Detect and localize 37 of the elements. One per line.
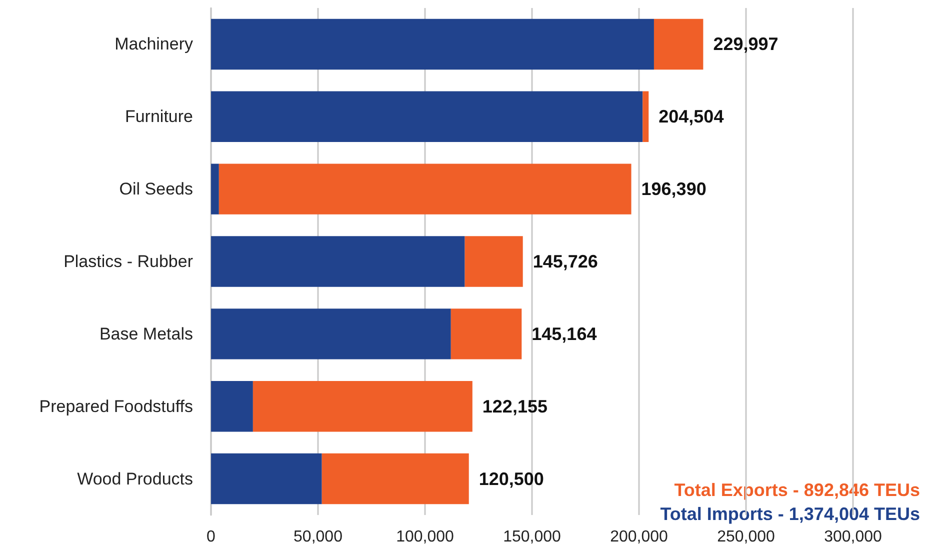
bar	[464, 236, 523, 287]
x-tick-label: 100,000	[396, 528, 454, 546]
bar	[211, 308, 451, 360]
annotation: Total Exports - 892,846 TEUs	[674, 480, 920, 500]
x-tick-label: 50,000	[294, 528, 343, 546]
total-label: 204,504	[658, 106, 724, 127]
total-label: 229,997	[713, 34, 778, 54]
bar	[211, 164, 219, 214]
x-tick-label: 300,000	[824, 528, 882, 546]
y-tick-label: Base Metals	[99, 324, 193, 344]
x-tick-label: 0	[206, 528, 216, 546]
annotation: Total Imports - 1,374,004 TEUs	[660, 504, 920, 524]
bar	[211, 236, 465, 287]
bar	[211, 453, 322, 504]
bar	[211, 91, 643, 142]
total-label: 120,500	[478, 468, 544, 489]
bar	[450, 308, 522, 360]
y-tick-label: Furniture	[124, 107, 193, 126]
y-tick-label: Prepared Foodstuffs	[39, 396, 193, 416]
y-tick-label: Wood Products	[77, 469, 193, 488]
total-label: 145,726	[532, 252, 598, 272]
total-label: 196,390	[641, 179, 706, 200]
bar	[218, 164, 632, 214]
y-tick-label: Machinery	[114, 34, 194, 54]
y-tick-label: Plastics - Rubber	[64, 252, 194, 271]
bar	[252, 381, 472, 432]
y-tick-label: Oil Seeds	[119, 180, 193, 199]
total-label: 145,164	[532, 324, 597, 344]
bar	[322, 453, 469, 504]
total-label: 122,155	[482, 396, 548, 416]
bar	[642, 91, 649, 142]
bar	[211, 18, 654, 70]
x-tick-label: 200,000	[610, 528, 668, 546]
x-tick-label: 150,000	[503, 528, 562, 546]
bar	[654, 18, 704, 70]
bar	[211, 381, 253, 432]
x-tick-label: 250,000	[717, 528, 776, 546]
